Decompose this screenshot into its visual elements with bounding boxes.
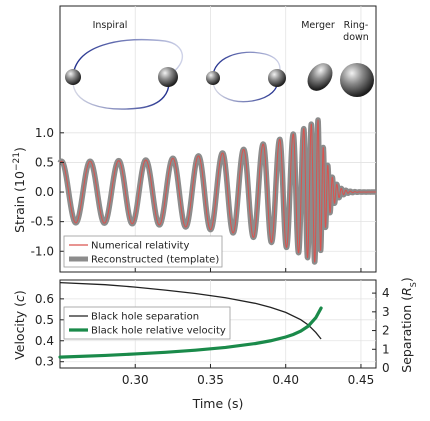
inspiral-illustration bbox=[65, 39, 374, 110]
time-x-tick-label: 0.45 bbox=[348, 373, 375, 387]
strain-traces bbox=[57, 117, 379, 265]
velocity-y-ticks: 0.3 0.4 0.5 0.6 bbox=[35, 292, 64, 369]
separation-y-tick-label: 3 bbox=[382, 305, 390, 319]
strain-y-tick-label: -0.5 bbox=[31, 215, 54, 229]
velocity-y-tick-label: 0.4 bbox=[35, 334, 54, 348]
strain-y-tick-label: 0.5 bbox=[35, 155, 54, 169]
velocity-y-tick-label: 0.5 bbox=[35, 313, 54, 327]
strain-panel: Inspiral Merger Ring- down -1.0 -0.5 0.0 0.… bbox=[12, 5, 379, 273]
inspiral-orbit-upper bbox=[72, 39, 184, 78]
legend-label-separation: Black hole separation bbox=[91, 312, 199, 323]
time-x-tick-label: 0.30 bbox=[122, 373, 149, 387]
late-inspiral-orbit-upper bbox=[212, 51, 281, 78]
orbit-legend-box bbox=[63, 306, 231, 340]
separation-y-ticks: 0 1 2 3 4 bbox=[372, 286, 390, 375]
legend-label-numerical-relativity: Numerical relativity bbox=[91, 241, 189, 252]
black-hole-icon bbox=[268, 69, 286, 87]
time-x-ticks: 0.30 0.35 0.40 0.45 bbox=[122, 364, 374, 387]
black-hole-icon bbox=[206, 71, 220, 85]
separation-y-tick-label: 1 bbox=[382, 342, 390, 356]
merger-label: Merger bbox=[301, 20, 335, 31]
time-axis-label: Time (s) bbox=[192, 396, 244, 411]
orbit-legend: Black hole separation Black hole relativ… bbox=[63, 306, 231, 340]
legend-label-velocity: Black hole relative velocity bbox=[91, 326, 226, 337]
black-hole-icon bbox=[158, 67, 178, 87]
separation-axis-label: Separation (RS) bbox=[399, 277, 418, 372]
strain-legend-box bbox=[63, 235, 223, 268]
velocity-axis-label: Velocity (c) bbox=[12, 290, 27, 360]
numerical-relativity-waveform-line bbox=[59, 119, 377, 263]
inspiral-label: Inspiral bbox=[93, 20, 128, 31]
ringdown-label-line1: Ring- bbox=[344, 20, 369, 31]
velocity-y-tick-label: 0.6 bbox=[35, 292, 54, 306]
strain-plot-frame bbox=[59, 5, 377, 273]
orbit-panel: 0.3 0.4 0.5 0.6 0 1 2 3 4 0.30 0.35 0.40 0.45 Velo… bbox=[12, 277, 418, 411]
strain-y-ticks: -1.0 -0.5 0.0 0.5 1.0 bbox=[31, 126, 64, 258]
separation-y-tick-label: 4 bbox=[382, 286, 390, 300]
velocity-y-tick-label: 0.3 bbox=[35, 355, 54, 369]
inspiral-orbit-lower bbox=[72, 75, 170, 110]
merger-icon bbox=[307, 63, 333, 91]
strain-y-tick-label: 1.0 bbox=[35, 126, 54, 140]
strain-legend: Numerical relativity Reconstructed (temp… bbox=[63, 235, 223, 268]
black-hole-icon bbox=[65, 69, 81, 85]
ringdown-black-hole-icon bbox=[340, 63, 374, 97]
velocity-line bbox=[58, 306, 323, 359]
strain-y-tick-label: 0.0 bbox=[35, 185, 54, 199]
strain-y-tick-label: -1.0 bbox=[31, 244, 54, 258]
legend-label-template: Reconstructed (template) bbox=[91, 255, 219, 266]
separation-y-tick-label: 2 bbox=[382, 324, 390, 338]
separation-y-tick-label: 0 bbox=[382, 361, 390, 375]
time-x-tick-label: 0.40 bbox=[272, 373, 299, 387]
strain-axis-label: Strain (10−21) bbox=[12, 147, 27, 233]
ringdown-label-line2: down bbox=[343, 32, 369, 43]
time-x-tick-label: 0.35 bbox=[197, 373, 224, 387]
